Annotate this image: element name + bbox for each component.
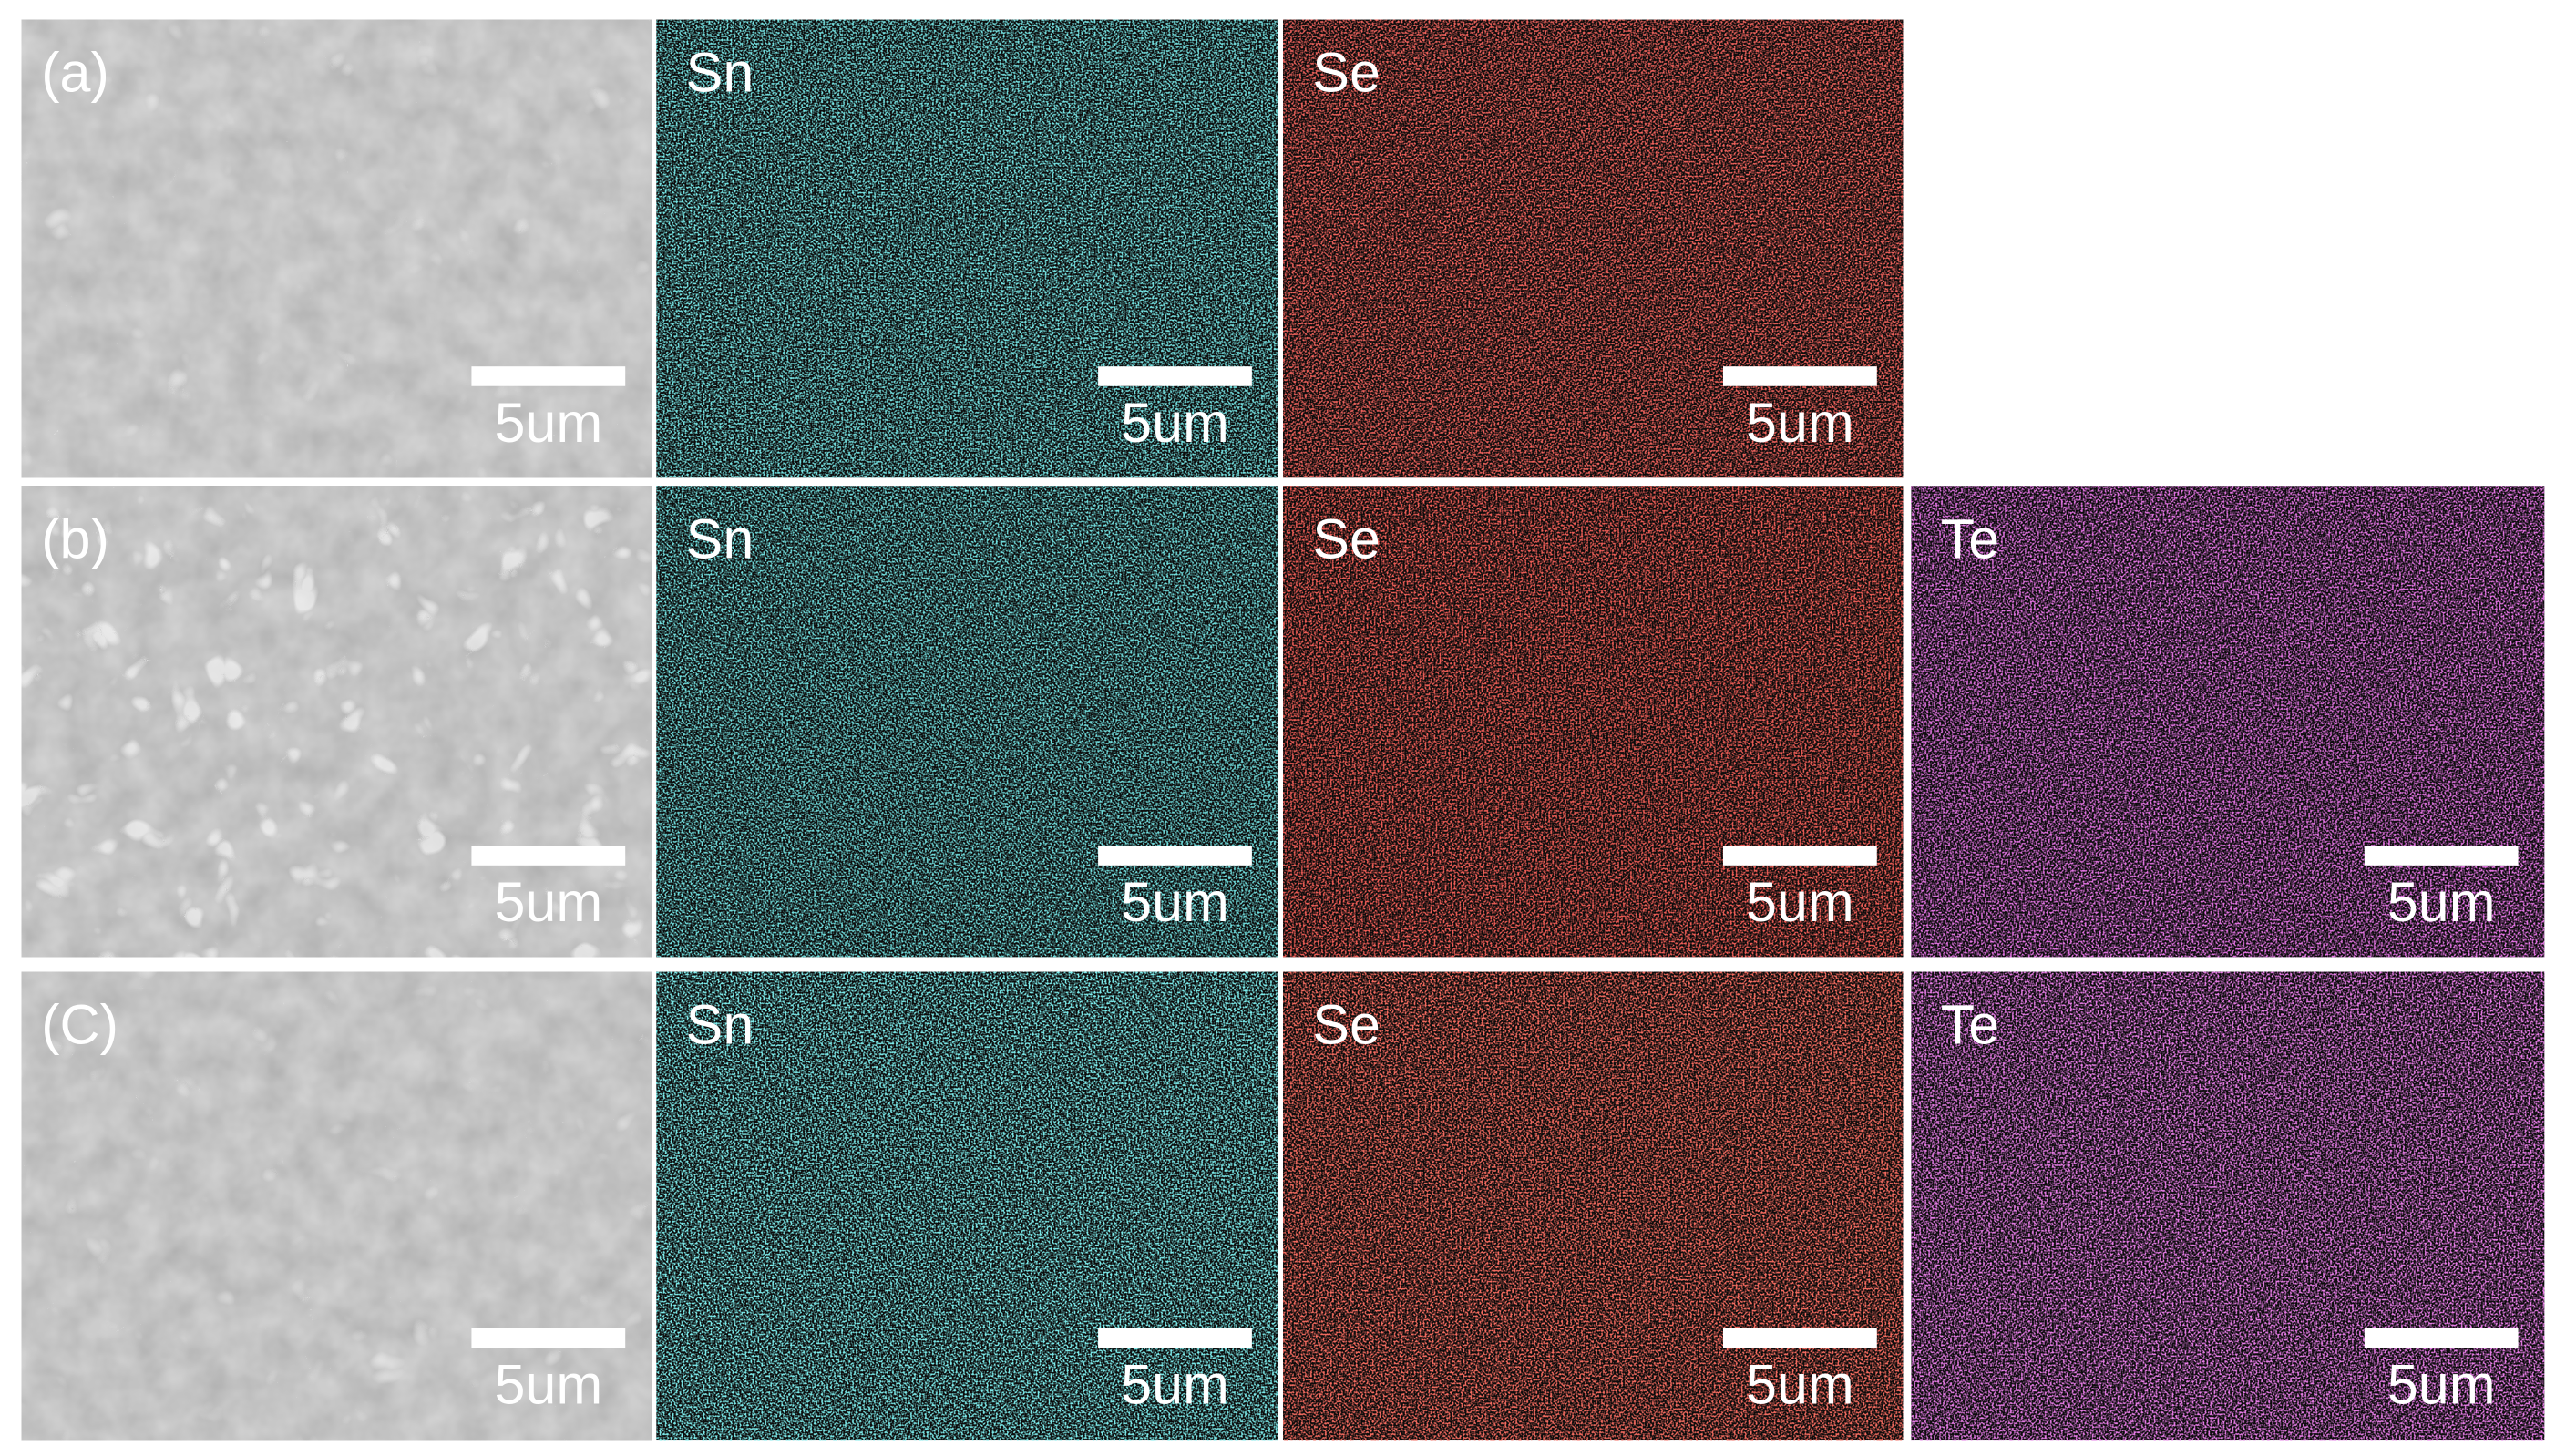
panel: Se 5um [1283,486,1904,958]
scale-bar [1722,846,1877,866]
sem-features [21,19,652,478]
element-label: Se [1312,508,1381,569]
scale-bar-label: 5um [494,392,602,454]
element-map [1911,486,2545,958]
scale-bar [1722,366,1877,386]
panel: Sn 5um [656,486,1278,958]
element-label: Sn [686,508,754,569]
element-label: Se [1312,994,1381,1056]
scale-bar [1722,1328,1877,1348]
element-map [1283,19,1904,478]
panel: Se 5um [1283,19,1904,478]
element-map [1283,486,1904,958]
panel: Sn 5um [656,19,1278,478]
scale-bar-label: 5um [1746,392,1854,454]
element-label: Te [1941,508,1999,569]
element-map [656,486,1278,958]
scale-bar [471,1328,626,1348]
scale-bar-label: 5um [1121,392,1229,454]
scale-bar [1098,846,1252,866]
element-map [656,19,1278,478]
scale-bar-label: 5um [1746,871,1854,933]
element-label: Sn [686,994,754,1056]
scale-bar-label: 5um [494,871,602,933]
scale-bar [1098,366,1252,386]
scale-bar-label: 5um [1121,871,1229,933]
scale-bar-label: 5um [2387,1354,2496,1416]
scale-bar [2364,846,2519,866]
panel: (b) 5um [21,486,652,958]
element-map [656,971,1278,1441]
scale-bar [471,846,626,866]
scale-bar [1098,1328,1252,1348]
sem-features [21,971,652,1441]
scale-bar [471,366,626,386]
scale-bar-label: 5um [1746,1354,1854,1416]
row-label: (C) [41,994,118,1056]
row-label: (a) [41,42,109,104]
panel: (a) 5um [21,19,652,478]
element-label: Te [1941,994,1999,1056]
element-map [1283,971,1904,1441]
panel: Se 5um [1283,971,1904,1441]
panel: Te 5um [1911,971,2545,1441]
element-map [1911,971,2545,1441]
panel: Te 5um [1911,486,2545,958]
element-label: Se [1312,42,1381,104]
panel: Sn 5um [656,971,1278,1441]
scale-bar [2364,1328,2519,1348]
panel: (C) 5um [21,971,652,1441]
scale-bar-label: 5um [1121,1354,1229,1416]
element-label: Sn [686,42,754,104]
sem-features [21,486,652,958]
scale-bar-label: 5um [494,1354,602,1416]
row-label: (b) [41,508,109,569]
scale-bar-label: 5um [2387,871,2496,933]
